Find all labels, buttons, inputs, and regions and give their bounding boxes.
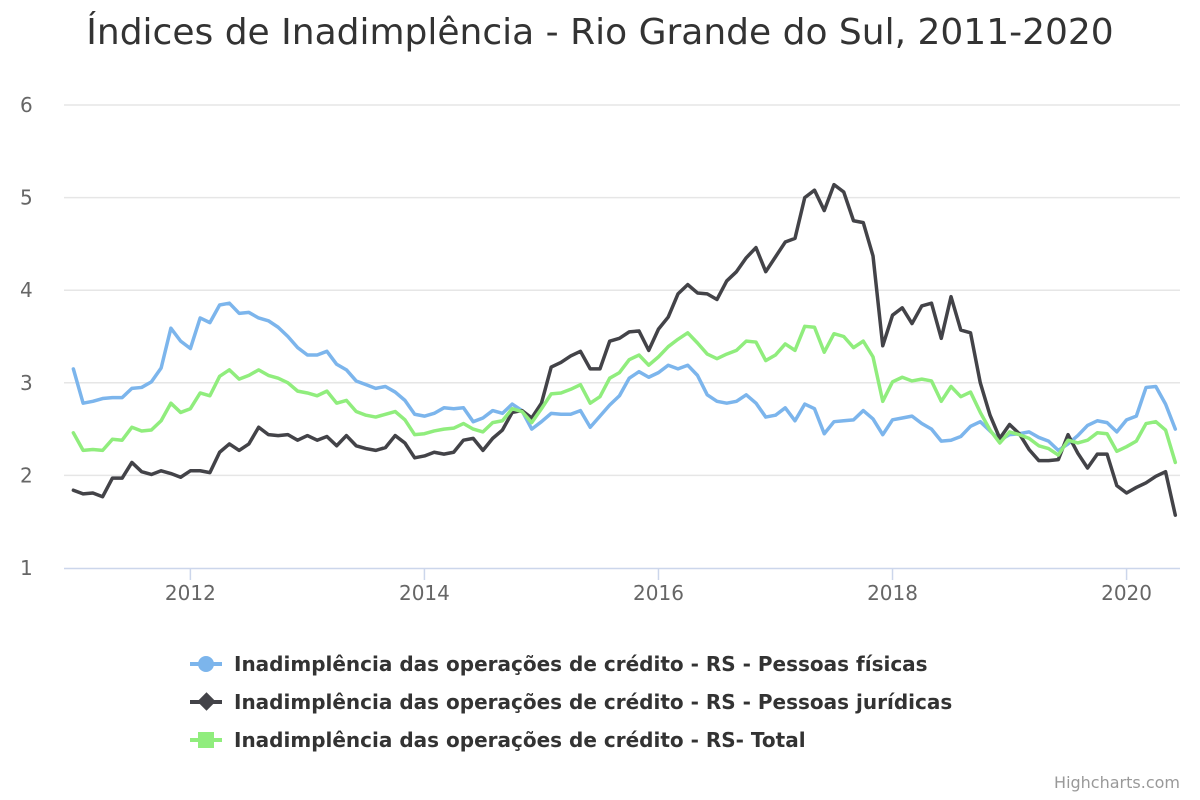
credits-link[interactable]: Highcharts.com bbox=[1054, 773, 1180, 792]
y-tick-label: 3 bbox=[20, 371, 33, 395]
x-tick-label: 2016 bbox=[633, 581, 684, 605]
y-tick-label: 4 bbox=[20, 278, 33, 302]
legend-label: Inadimplência das operações de crédito -… bbox=[234, 690, 953, 714]
legend-item-2[interactable]: Inadimplência das operações de crédito -… bbox=[190, 683, 952, 721]
x-tick-label: 2018 bbox=[867, 581, 918, 605]
series-line-2[interactable] bbox=[71, 182, 1178, 517]
y-tick-label: 6 bbox=[20, 93, 33, 117]
legend-item-3[interactable]: Inadimplência das operações de crédito -… bbox=[190, 721, 952, 759]
y-tick-label: 2 bbox=[20, 463, 33, 487]
x-tick-label: 2012 bbox=[165, 581, 216, 605]
grid-lines bbox=[64, 104, 1180, 477]
legend: Inadimplência das operações de crédito -… bbox=[190, 645, 952, 759]
legend-symbol-circle-icon bbox=[190, 654, 230, 674]
chart-title: Índices de Inadimplência - Rio Grande do… bbox=[86, 12, 1114, 53]
circle-marker-icon bbox=[198, 656, 214, 672]
y-tick-label: 5 bbox=[20, 186, 33, 210]
x-tick-label: 2020 bbox=[1101, 581, 1152, 605]
x-tick-label: 2014 bbox=[399, 581, 450, 605]
legend-symbol-square-icon bbox=[190, 730, 230, 750]
series-group bbox=[71, 182, 1178, 517]
legend-symbol-diamond-icon bbox=[190, 692, 230, 712]
y-tick-label: 1 bbox=[20, 556, 33, 580]
legend-item-1[interactable]: Inadimplência das operações de crédito -… bbox=[190, 645, 952, 683]
legend-label: Inadimplência das operações de crédito -… bbox=[234, 652, 928, 676]
legend-label: Inadimplência das operações de crédito -… bbox=[234, 728, 806, 752]
square-marker-icon bbox=[198, 732, 214, 748]
series-line-3[interactable] bbox=[71, 324, 1178, 465]
diamond-marker-icon bbox=[197, 692, 216, 711]
axes: 1 2 3 4 5 6 2012 2014 2016 2018 2020 bbox=[20, 93, 1180, 605]
